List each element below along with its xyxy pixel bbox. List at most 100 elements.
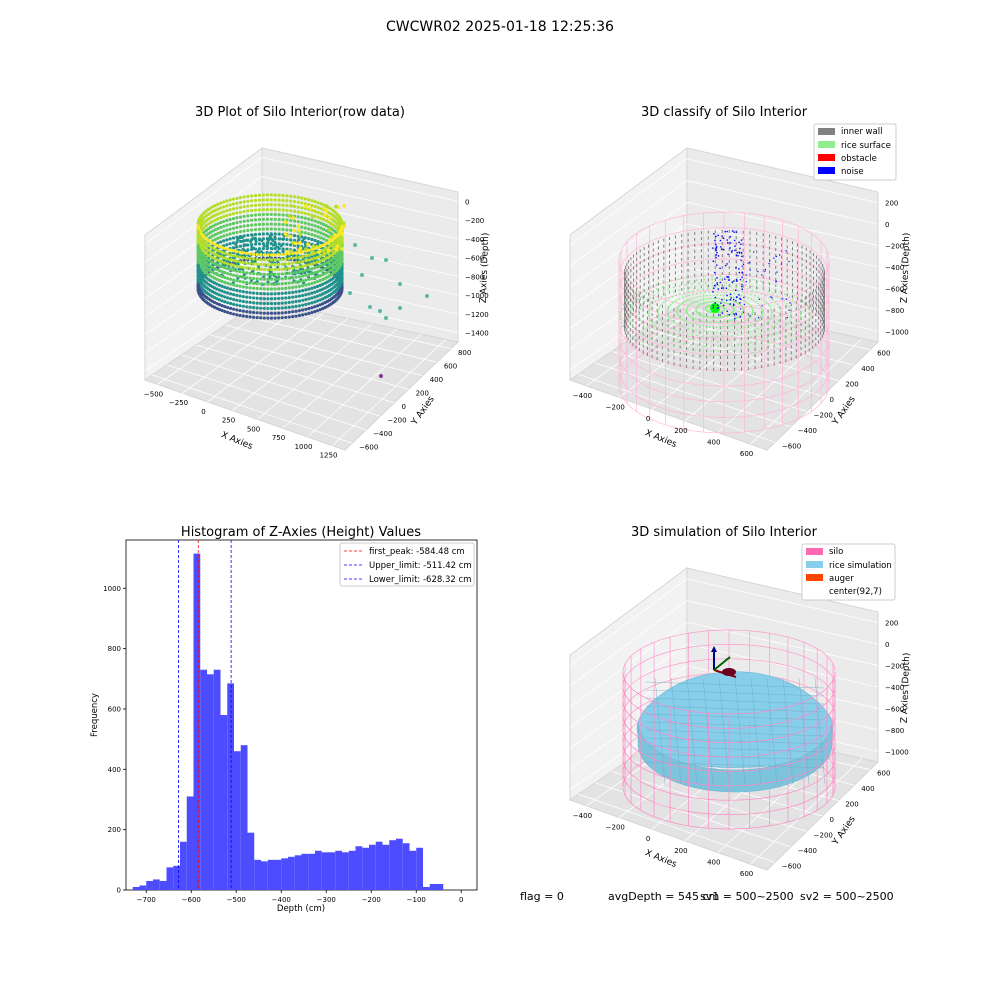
inner-wall-point [801,263,803,267]
rice-surface-point [659,318,661,320]
inner-wall-point [740,367,742,371]
inner-wall-point [648,280,650,284]
rice-surface-point [751,309,754,311]
raw-point [223,256,227,260]
rice-surface-point [657,315,660,318]
noise-point [734,245,736,247]
inner-wall-point [742,266,744,270]
raw-point [285,237,289,242]
inner-wall-point [775,271,777,275]
raw-point [265,212,269,217]
rice-surface-point [698,299,701,302]
raw-point [226,271,230,276]
rice-surface-point [760,298,763,300]
inner-wall-point [686,316,688,320]
rice-surface-point [687,348,690,351]
raw-point [216,222,220,226]
rice-surface-point [699,292,702,294]
raw-point [259,311,263,315]
rice-surface-point [715,300,717,303]
rice-surface-point [771,298,774,301]
raw-point [235,245,239,249]
raw-point [265,222,269,226]
noise-point [726,276,728,278]
raw-point [269,203,273,207]
raw-point [269,193,273,197]
classify-y-tick-label: 0 [830,396,834,404]
inner-wall-point [821,322,823,326]
raw-z-tick-label: −400 [465,236,484,244]
inner-wall-point [706,343,708,347]
inner-wall-point [795,349,797,353]
rice-surface-point [671,340,674,342]
raw-point [238,200,243,205]
rice-surface-point [709,354,712,357]
raw-point [321,250,326,254]
inner-wall-point [657,240,659,244]
raw-point [217,288,222,292]
inner-wall-point [661,316,663,320]
raw-point [231,221,236,226]
inner-wall-point [775,241,777,245]
inner-wall-point [646,310,648,314]
raw-point [310,255,314,259]
inner-wall-point [785,311,787,315]
raw-point [323,286,327,290]
inner-wall-point [754,329,756,333]
inner-wall-point [714,236,716,240]
rice-surface-point [702,275,705,278]
inner-wall-point [815,289,817,293]
inner-wall-point [668,278,670,282]
inner-wall-point [706,367,708,371]
rice-surface-point [706,294,708,297]
inner-wall-point [796,267,798,271]
raw-point [261,222,265,226]
rice-surface-point [768,286,771,289]
rice-surface-point [770,316,772,318]
raw-grid-line [166,364,367,431]
inner-wall-point [628,272,630,276]
rice-surface-point [766,336,769,339]
inner-wall-point [823,281,825,285]
inner-wall-point [648,262,650,266]
noise-point [734,249,736,252]
inner-wall-point [785,317,787,321]
inner-wall-point [740,343,742,347]
raw-x-tick-label: 0 [201,408,205,416]
rice-surface-point [639,307,642,310]
inner-wall-point [786,275,788,279]
raw-point [259,272,263,276]
inner-wall-point [656,351,658,355]
rice-surface-point [728,324,731,327]
raw-point [280,272,284,276]
raw-point [315,245,320,249]
inner-wall-point [646,316,648,320]
raw-grid-line [261,157,459,202]
raw-point [261,246,265,251]
inner-wall-point [625,319,627,323]
simulation-y-tick-label: 0 [830,816,834,824]
raw-point [297,294,302,298]
inner-wall-point [823,293,825,297]
rice-surface-point [795,335,798,338]
raw-point [310,296,314,300]
rice-surface-point [653,294,655,297]
inner-wall-point [805,271,807,275]
inner-wall-point [795,355,797,359]
raw-point [216,207,220,211]
raw-point [291,300,295,304]
rice-surface-point [746,318,749,321]
inner-wall-point [642,338,644,342]
inner-wall-point [679,363,681,367]
raw-point [257,208,262,212]
rice-surface-point [628,297,631,300]
inner-wall-point [805,301,807,305]
rice-surface-point [639,318,642,321]
noise-point [716,283,719,286]
inner-wall-point [632,294,634,298]
inner-wall-point [756,262,758,266]
noise-point [732,298,735,301]
raw-point [269,316,274,320]
raw-point [265,227,269,231]
inner-wall-point [663,292,665,296]
